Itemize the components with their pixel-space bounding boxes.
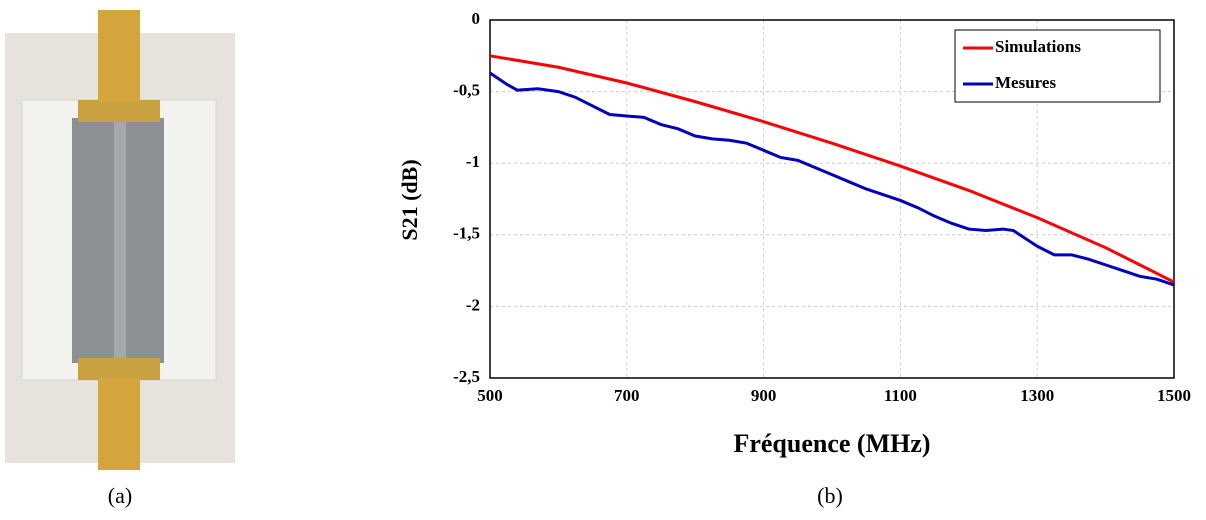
y-tick-label: 0 — [472, 9, 481, 28]
legend-box — [954, 29, 1161, 103]
y-tick-label: -2,5 — [453, 367, 480, 386]
connector-flange — [78, 100, 160, 122]
caption: (b) — [817, 483, 843, 508]
y-tick-label: -0,5 — [453, 81, 480, 100]
x-tick-label: 900 — [751, 386, 777, 405]
x-tick-label: 1500 — [1157, 386, 1191, 405]
y-tick-label: -2 — [466, 295, 480, 314]
x-tick-label: 1100 — [884, 386, 917, 405]
caption: (a) — [108, 483, 132, 508]
plot-frame — [489, 19, 1175, 379]
connector-top — [98, 10, 140, 102]
x-tick-label: 700 — [614, 386, 640, 405]
x-tick-label: 500 — [477, 386, 503, 405]
legend-label: Simulations — [995, 37, 1081, 56]
line — [489, 54, 1175, 284]
legend-label: Mesures — [995, 73, 1056, 92]
trace — [114, 118, 126, 363]
y-tick-label: -1 — [466, 152, 480, 171]
x-tick-label: 1300 — [1020, 386, 1054, 405]
line — [489, 71, 1175, 287]
x-axis-label: Fréquence (MHz) — [733, 429, 930, 458]
connector-flange — [78, 358, 160, 380]
connector-bottom — [98, 378, 140, 470]
y-tick-label: -1,5 — [453, 224, 480, 243]
y-axis-label: S21 (dB) — [397, 159, 422, 240]
photo — [5, 10, 235, 470]
